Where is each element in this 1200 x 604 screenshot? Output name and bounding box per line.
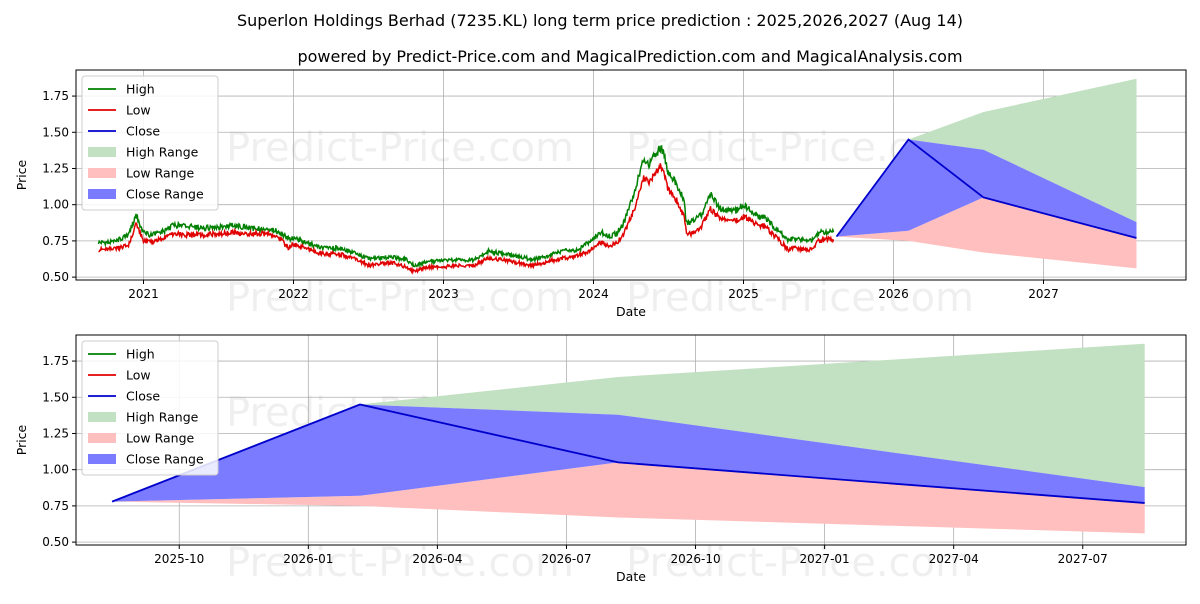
x-tick-label: 2027-07 [1058, 552, 1108, 566]
legend-label: Low Range [126, 431, 195, 446]
y-tick-label: 1.25 [42, 161, 69, 175]
chart-subtitle: powered by Predict-Price.com and Magical… [297, 47, 962, 66]
legend-label: High [126, 82, 155, 97]
y-axis-label: Price [14, 159, 29, 190]
legend-swatch [88, 412, 116, 422]
chart-title: Superlon Holdings Berhad (7235.KL) long … [237, 11, 963, 30]
y-tick-label: 1.50 [42, 390, 69, 404]
x-tick-label: 2026-01 [283, 552, 333, 566]
plot-area [111, 343, 1145, 534]
x-tick-label: 2021 [128, 287, 159, 301]
x-tick-label: 2025 [728, 287, 759, 301]
plot-area [97, 78, 1137, 275]
x-tick-label: 2026 [878, 287, 909, 301]
y-tick-label: 1.00 [42, 463, 69, 477]
y-tick-label: 1.50 [42, 125, 69, 139]
legend-swatch [88, 454, 116, 464]
axes-frame [75, 69, 1187, 281]
top-panel: Predict-Price.com Predict-Price.comPredic… [14, 69, 1187, 321]
bottom-panel: Predict-Price.comPredict-Price.comPredic… [14, 334, 1187, 586]
x-tick-label: 2026-10 [670, 552, 720, 566]
legend-swatch [88, 168, 116, 178]
legend: High Low Close High Range Low Range Close Ran… [81, 75, 219, 211]
x-tick-label: 2027-01 [800, 552, 850, 566]
close-range-band [836, 139, 1137, 238]
legend-label: Close Range [126, 187, 204, 202]
x-tick-label: 2026-04 [412, 552, 462, 566]
close-range-band [112, 404, 1145, 503]
y-tick-label: 0.50 [42, 270, 69, 284]
x-tick-label: 2022 [278, 287, 309, 301]
x-axis-label: Date [616, 304, 646, 319]
legend-label: Close [126, 124, 160, 139]
y-tick-label: 1.75 [42, 354, 69, 368]
y-tick-label: 0.50 [42, 535, 69, 549]
legend-swatch [88, 433, 116, 443]
y-tick-label: 1.25 [42, 426, 69, 440]
low-range-band [112, 462, 1145, 534]
x-tick-label: 2027 [1028, 287, 1059, 301]
y-tick-label: 1.00 [42, 198, 69, 212]
close-series-line [111, 403, 1145, 504]
legend-label: Close [126, 389, 160, 404]
legend-label: Low [126, 368, 151, 383]
y-axis-label: Price [14, 424, 29, 455]
legend-label: Low Range [126, 166, 195, 181]
legend-label: High Range [126, 145, 199, 160]
legend-label: High [126, 347, 155, 362]
legend: High Low Close High Range Low Range Close Ran… [81, 340, 219, 476]
close-series-line [835, 138, 1137, 239]
legend-swatch [88, 189, 116, 199]
y-tick-label: 0.75 [42, 499, 69, 513]
axes-frame [75, 334, 1187, 546]
x-tick-label: 2026-07 [541, 552, 591, 566]
low-series-line [98, 163, 835, 275]
low-range-band [836, 197, 1137, 269]
watermark: Predict-Price.com [226, 275, 574, 321]
x-tick-label: 2025-10 [154, 552, 204, 566]
x-axis-label: Date [616, 569, 646, 584]
watermark: Predict-Price.com [626, 540, 974, 586]
y-tick-label: 0.75 [42, 234, 69, 248]
legend-label: High Range [126, 410, 199, 425]
y-tick-label: 1.75 [42, 89, 69, 103]
high-range-band [112, 343, 1145, 502]
watermark: Predict-Price.com [626, 275, 974, 321]
high-range-band [836, 78, 1137, 237]
x-tick-label: 2023 [428, 287, 459, 301]
x-tick-label: 2027-04 [929, 552, 979, 566]
high-series-line [97, 145, 835, 269]
legend-label: Close Range [126, 452, 204, 467]
x-tick-label: 2024 [578, 287, 609, 301]
watermark: Predict-Price.com [226, 540, 574, 586]
legend-swatch [88, 147, 116, 157]
legend-label: Low [126, 103, 151, 118]
